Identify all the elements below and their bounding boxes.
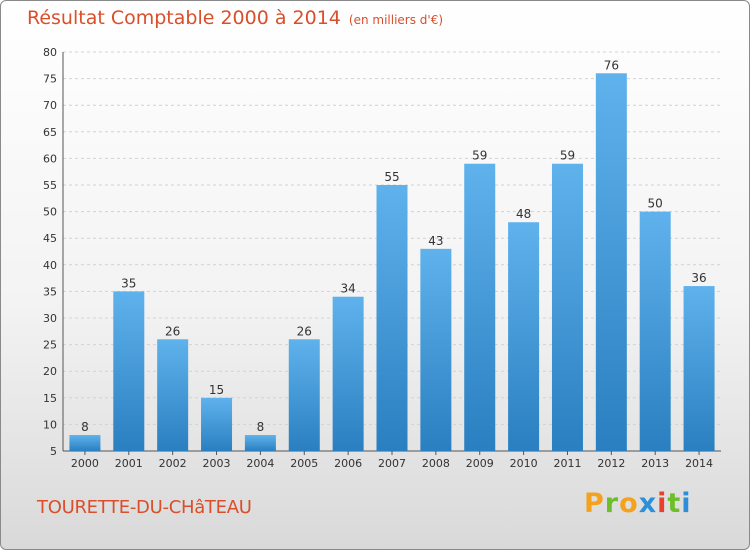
y-tick-label: 70: [43, 99, 57, 112]
logo-letter: t: [667, 488, 682, 519]
data-label-2011: 59: [560, 149, 575, 163]
data-label-2000: 8: [81, 420, 89, 434]
chart-title-text: Résultat Comptable 2000 à 2014: [27, 7, 341, 29]
data-label-2013: 50: [648, 197, 663, 211]
data-label-2004: 8: [257, 420, 265, 434]
data-label-2008: 43: [428, 234, 443, 248]
logo-letter: P: [584, 488, 605, 519]
x-tick-label-2003: 2003: [203, 457, 231, 470]
y-tick-label: 65: [43, 126, 57, 139]
chart-subtitle: (en milliers d'€): [348, 13, 444, 27]
bars: [69, 73, 715, 451]
y-tick-label: 80: [43, 46, 57, 59]
bar-2001: [113, 291, 145, 451]
bar-2010: [508, 222, 540, 451]
y-tick-label: 20: [43, 365, 57, 378]
proxiti-logo: Proxiti: [584, 488, 692, 519]
y-tick-label: 5: [50, 445, 57, 458]
bar-2007: [376, 185, 408, 451]
logo-letter: i: [681, 488, 692, 519]
data-label-2010: 48: [516, 207, 531, 221]
y-tick-label: 10: [43, 418, 57, 431]
logo-letter: i: [657, 488, 668, 519]
x-tick-label-2012: 2012: [597, 457, 625, 470]
x-tick-label-2006: 2006: [334, 457, 362, 470]
y-tick-label: 30: [43, 312, 57, 325]
x-tick-label-2010: 2010: [510, 457, 538, 470]
bar-2003: [201, 397, 233, 451]
bar-2012: [595, 73, 627, 451]
bar-2006: [332, 296, 364, 451]
y-tick-label: 55: [43, 179, 57, 192]
data-label-2001: 35: [121, 276, 136, 290]
location-name: TOURETTE-DU-CHâTEAU: [37, 497, 252, 518]
x-tick-label-2008: 2008: [422, 457, 450, 470]
bar-2000: [69, 435, 101, 451]
bar-2011: [551, 163, 583, 451]
y-tick-label: 50: [43, 206, 57, 219]
data-label-2012: 76: [604, 58, 619, 72]
y-tick-label: 25: [43, 339, 57, 352]
bar-2014: [683, 286, 715, 451]
y-tick-label: 45: [43, 232, 57, 245]
y-tick-label: 75: [43, 73, 57, 86]
y-tick-label: 60: [43, 152, 57, 165]
x-tick-label-2002: 2002: [159, 457, 187, 470]
bar-2005: [288, 339, 320, 451]
logo-letter: r: [604, 488, 620, 519]
bar-2009: [464, 163, 496, 451]
data-label-2007: 55: [384, 170, 399, 184]
x-tick-label-2009: 2009: [466, 457, 494, 470]
bar-2002: [157, 339, 189, 451]
bar-2008: [420, 248, 452, 451]
bar-2004: [244, 435, 276, 451]
data-label-2003: 15: [209, 383, 224, 397]
x-tick-label-2004: 2004: [246, 457, 274, 470]
logo-letter: o: [619, 488, 639, 519]
logo-letter: x: [638, 488, 658, 519]
data-label-2005: 26: [297, 324, 312, 338]
x-tick-label-2005: 2005: [290, 457, 318, 470]
bar-2013: [639, 211, 671, 451]
x-tick-label-2007: 2007: [378, 457, 406, 470]
chart-title: Résultat Comptable 2000 à 2014 (en millie…: [27, 7, 443, 29]
data-label-2009: 59: [472, 149, 487, 163]
x-tick-label-2001: 2001: [115, 457, 143, 470]
x-tick-label-2011: 2011: [553, 457, 581, 470]
data-label-2014: 36: [691, 271, 706, 285]
x-tick-label-2000: 2000: [71, 457, 99, 470]
y-tick-label: 40: [43, 259, 57, 272]
y-tick-label: 15: [43, 392, 57, 405]
data-labels: 8 35 26 15 8 26 34 55 43 59 48 59 76 50 36: [81, 58, 707, 434]
data-label-2006: 34: [340, 282, 355, 296]
x-tick-label-2013: 2013: [641, 457, 669, 470]
y-tick-label: 35: [43, 285, 57, 298]
data-label-2002: 26: [165, 324, 180, 338]
x-tick-label-2014: 2014: [685, 457, 713, 470]
